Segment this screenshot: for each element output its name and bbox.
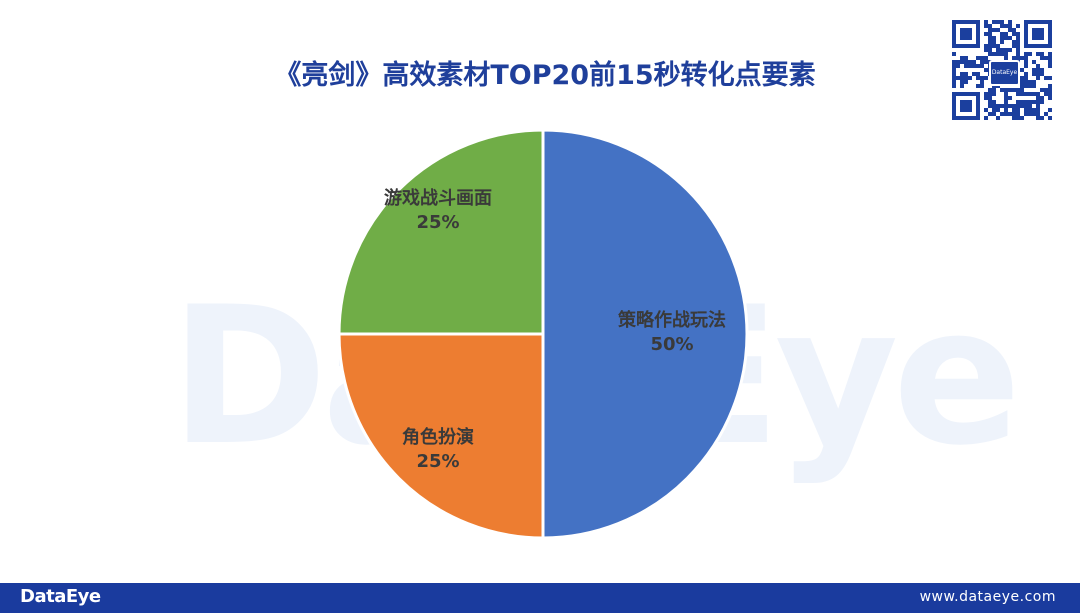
footer-brand-logo: DataEye bbox=[20, 586, 101, 607]
qr-logo: DataEye bbox=[989, 60, 1020, 86]
qr-code: DataEye bbox=[949, 17, 1055, 125]
slice-label-2: 角色扮演 bbox=[402, 426, 474, 448]
pie-slice-3 bbox=[337, 128, 545, 336]
slice-value-2: 25% bbox=[416, 451, 459, 472]
pie-slice-2 bbox=[337, 332, 545, 540]
slice-label-3: 游戏战斗画面 bbox=[384, 187, 492, 209]
chart-title: 《亮剑》高效素材TOP20前15秒转化点要素 bbox=[274, 60, 816, 91]
footer-website-url: www.dataeye.com bbox=[919, 589, 1056, 605]
footer-bar: DataEye www.dataeye.com bbox=[0, 583, 1080, 613]
pie-chart: 策略作战玩法 50% 角色扮演 25% 游戏战斗画面 25% bbox=[337, 128, 749, 540]
slice-label-1: 策略作战玩法 bbox=[618, 309, 726, 331]
pie-slice-1 bbox=[541, 128, 749, 540]
slice-value-1: 50% bbox=[650, 334, 693, 355]
slice-value-3: 25% bbox=[416, 212, 459, 233]
